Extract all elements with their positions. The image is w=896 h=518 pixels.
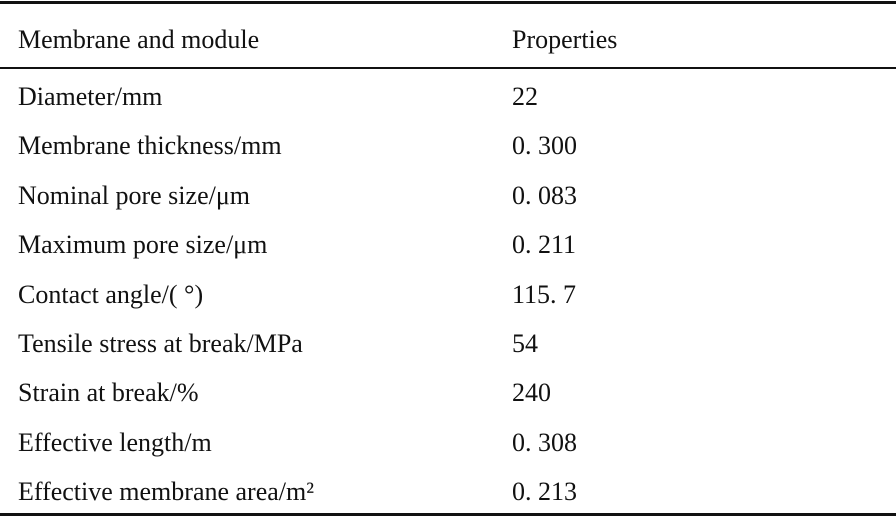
row-value: 0. 308 bbox=[512, 427, 577, 457]
row-value: 54 bbox=[512, 329, 538, 358]
row-value: 0. 300 bbox=[512, 131, 577, 161]
row-value: 115. 7 bbox=[512, 279, 577, 309]
row-label: Nominal pore size/μm bbox=[18, 180, 250, 210]
row-value: 0. 213 bbox=[512, 477, 577, 507]
row-label: Strain at break/% bbox=[18, 378, 199, 408]
row-label: Contact angle/( °) bbox=[18, 279, 204, 309]
row-value: 240 bbox=[512, 378, 551, 408]
top-rule bbox=[0, 1, 896, 4]
row-value: 0. 083 bbox=[512, 180, 577, 210]
row-label: Membrane thickness/mm bbox=[18, 131, 282, 161]
row-value: 22 bbox=[512, 82, 538, 111]
row-value: 0. 211 bbox=[512, 230, 577, 260]
header-rule bbox=[0, 67, 896, 69]
row-label: Maximum pore size/μm bbox=[18, 230, 268, 260]
header-cell: Membrane and module bbox=[18, 25, 260, 54]
row-label: Diameter/mm bbox=[18, 82, 163, 111]
row-label: Tensile stress at break/MPa bbox=[18, 329, 303, 358]
row-label: Effective membrane area/m² bbox=[18, 477, 315, 507]
header-cell: Properties bbox=[512, 25, 618, 54]
row-label: Effective length/m bbox=[18, 427, 212, 457]
bottom-rule bbox=[0, 513, 896, 516]
